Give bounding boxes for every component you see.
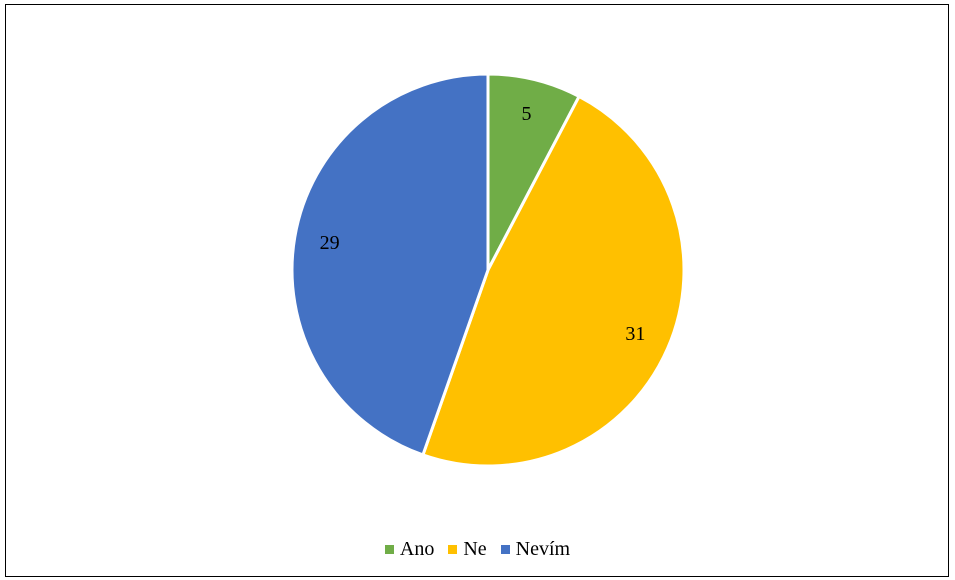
pie-slice-ano xyxy=(486,72,581,272)
pie-slice-ne xyxy=(421,94,686,468)
pie-slice-nevim xyxy=(290,72,490,457)
pie-slices xyxy=(290,72,686,468)
legend: Ano Ne Nevím xyxy=(0,538,955,561)
data-label-ano: 5 xyxy=(521,103,531,125)
legend-item-nevim: Nevím xyxy=(500,538,571,561)
legend-item-ano: Ano xyxy=(384,538,435,561)
legend-label-ne: Ne xyxy=(463,538,487,560)
legend-label-nevim: Nevím xyxy=(515,538,571,560)
pie-data-labels: 5 31 29 xyxy=(320,103,646,345)
legend-item-ne: Ne xyxy=(448,538,487,561)
legend-swatch-ano xyxy=(384,545,394,554)
legend-swatch-nevim xyxy=(500,545,510,554)
data-label-nevim: 29 xyxy=(320,232,340,254)
legend-label-ano: Ano xyxy=(399,538,435,560)
data-label-ne: 31 xyxy=(625,323,645,345)
legend-swatch-ne xyxy=(448,545,458,554)
